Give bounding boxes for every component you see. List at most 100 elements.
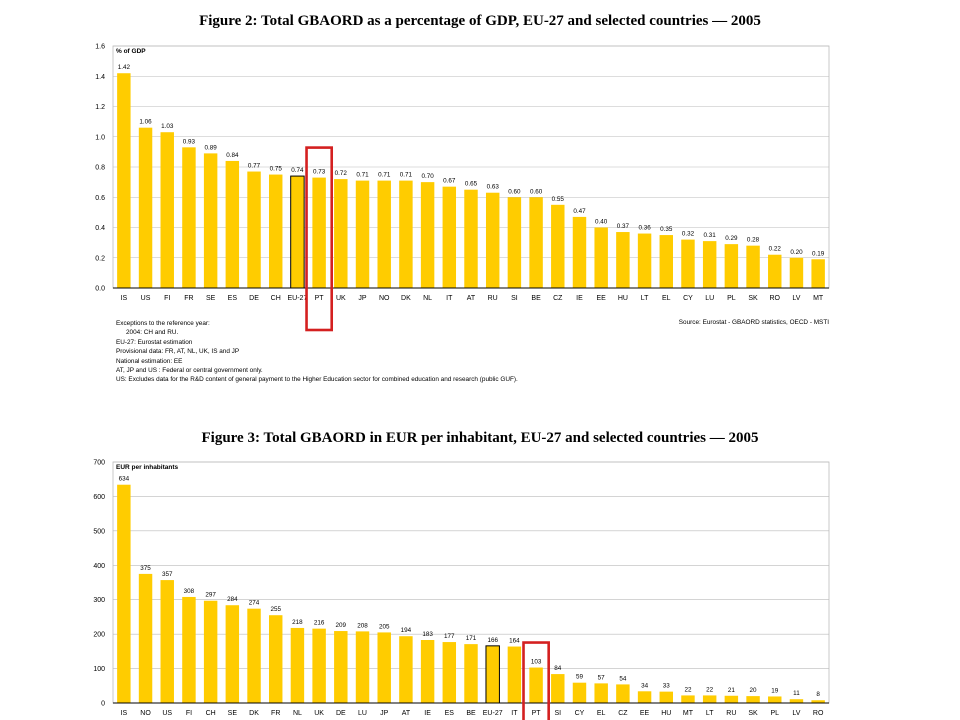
- value-label: 218: [292, 619, 303, 626]
- bar-hu: [659, 691, 673, 703]
- x-tick-label: EE: [597, 295, 607, 302]
- value-label: 0.60: [508, 188, 521, 195]
- x-tick-label: RO: [813, 710, 824, 717]
- bar-mt: [811, 259, 825, 288]
- value-label: 34: [641, 682, 649, 689]
- bar-nl: [290, 627, 305, 703]
- bar-es: [225, 160, 240, 288]
- x-tick-label: EE: [640, 710, 650, 717]
- bar-si: [507, 197, 522, 288]
- x-tick-label: AT: [467, 295, 476, 302]
- bar-de: [247, 171, 261, 288]
- x-tick-label: RO: [770, 295, 781, 302]
- value-label: 183: [422, 631, 433, 638]
- bar-ch: [203, 600, 218, 703]
- bar-it: [507, 646, 522, 703]
- value-label: 0.71: [400, 172, 413, 179]
- bar-is: [117, 484, 131, 703]
- figure-2-bar-chart: 0.0 0.2 0.4 0.6 0.8 1.0 1.2 1.4 1.6 % of GDP 1.42 I…: [95, 44, 830, 332]
- x-tick-label: SK: [748, 295, 758, 302]
- x-tick-label: AT: [402, 710, 411, 717]
- bar-es: [442, 642, 457, 703]
- x-tick-label: PT: [532, 710, 542, 717]
- y-tick-label: 1.0: [95, 134, 105, 141]
- value-label: 634: [119, 476, 130, 483]
- y-tick-label: 400: [93, 563, 105, 570]
- value-label: 84: [554, 665, 562, 672]
- x-tick-label: NL: [423, 295, 432, 302]
- bar-lt: [702, 695, 717, 703]
- bar-fr: [182, 147, 196, 288]
- note-line: 2004: CH and RU.: [126, 329, 179, 337]
- x-tick-label: IT: [446, 295, 453, 302]
- figure-3-title: Figure 3: Total GBAORD in EUR per inhabi…: [201, 430, 759, 446]
- value-label: 103: [531, 659, 542, 666]
- y-tick-label: 0.2: [95, 255, 105, 262]
- x-tick-label: CZ: [618, 710, 628, 717]
- bar-at: [464, 189, 478, 288]
- highlight-box-pt: [305, 146, 334, 332]
- value-label: 171: [466, 635, 477, 642]
- bar-lt: [637, 233, 652, 288]
- bar-fr: [269, 615, 283, 703]
- figure-2-title: Figure 2: Total GBAORD as a percentage o…: [199, 13, 761, 29]
- bar-pl: [768, 696, 782, 703]
- x-tick-label: RU: [726, 710, 736, 717]
- x-tick-label: NL: [293, 710, 302, 717]
- value-label: 0.89: [205, 144, 218, 151]
- note-line: US: Excludes data for the R&D content of…: [116, 376, 518, 384]
- note-line: EU-27: Eurostat estimation: [116, 338, 193, 346]
- value-label: 22: [684, 686, 692, 693]
- y-axis-label: EUR per inhabitants: [116, 464, 179, 471]
- value-label: 0.31: [704, 232, 717, 239]
- x-tick-label: FR: [271, 710, 280, 717]
- x-tick-label: SI: [554, 710, 561, 717]
- bar-jp: [377, 632, 391, 703]
- bar-pt: [312, 177, 326, 288]
- bar-lu: [702, 241, 717, 288]
- value-label: 0.84: [226, 152, 239, 159]
- x-tick-label: RU: [488, 295, 498, 302]
- y-tick-label: 600: [93, 494, 105, 501]
- value-label: 205: [379, 623, 390, 630]
- value-label: 0.37: [617, 223, 630, 230]
- x-tick-label: FR: [184, 295, 193, 302]
- value-label: 0.93: [183, 138, 196, 145]
- value-label: 20: [750, 687, 758, 694]
- x-tick-label: IE: [576, 295, 583, 302]
- value-label: 0.22: [769, 246, 782, 253]
- bar-ee: [594, 227, 608, 288]
- x-tick-label: DE: [249, 295, 259, 302]
- value-label: 0.32: [682, 231, 695, 238]
- value-label: 0.63: [487, 184, 500, 191]
- value-label: 0.20: [790, 249, 803, 256]
- y-tick-label: 1.4: [95, 74, 105, 81]
- bar-mt: [681, 695, 695, 703]
- x-tick-label: LU: [358, 710, 367, 717]
- value-label: 0.74: [291, 167, 304, 174]
- bar-ie: [572, 216, 587, 288]
- bar-us: [138, 127, 153, 288]
- bar-cz: [551, 204, 565, 288]
- y-tick-label: 0.0: [95, 286, 105, 293]
- x-tick-label: EL: [597, 710, 606, 717]
- x-tick-label: EU-27: [288, 295, 308, 302]
- x-tick-label: IS: [121, 710, 128, 717]
- value-label: 0.71: [356, 172, 369, 179]
- bar-se: [225, 605, 240, 703]
- bar-pt: [529, 667, 543, 703]
- bar-lu: [355, 631, 370, 703]
- bar-de: [334, 631, 348, 703]
- x-tick-label: CY: [683, 295, 693, 302]
- value-label: 0.47: [573, 208, 586, 215]
- bar-fi: [182, 596, 196, 703]
- bar-sk: [746, 696, 760, 703]
- bar-ro: [811, 700, 825, 703]
- value-label: 0.65: [465, 181, 478, 188]
- bar-be: [529, 197, 543, 288]
- bar-pl: [724, 244, 739, 288]
- y-tick-label: 1.6: [95, 44, 105, 51]
- value-label: 375: [140, 565, 151, 572]
- bar-dk: [247, 608, 261, 703]
- note-line: AT, JP and US : Federal or central gover…: [116, 367, 263, 375]
